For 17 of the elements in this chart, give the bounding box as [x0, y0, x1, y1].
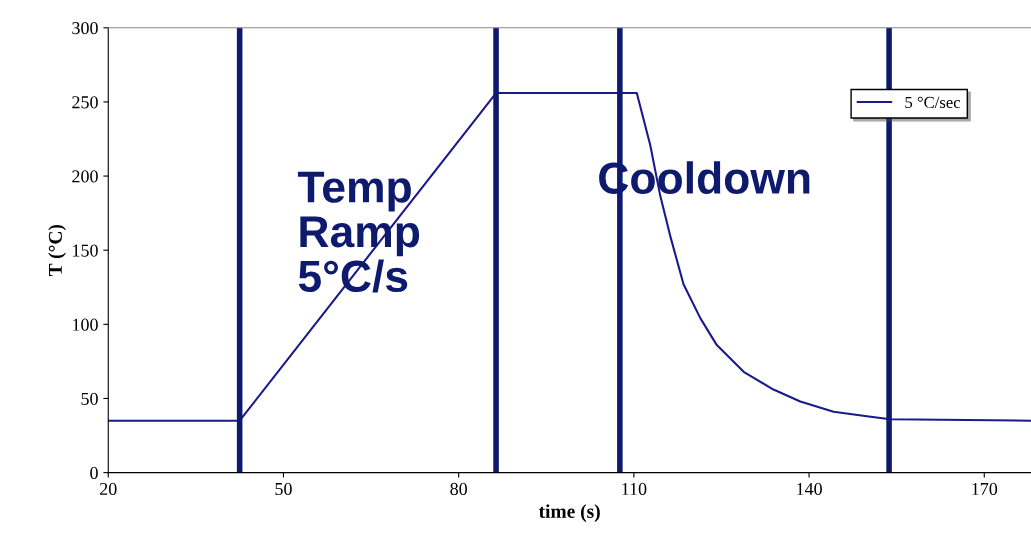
x-tick-label: 110	[622, 482, 647, 496]
y-tick-label: 150	[73, 244, 98, 257]
y-tick-label: 250	[72, 96, 98, 109]
x-tick-label: 80	[450, 482, 467, 496]
x-tick-label: 50	[275, 482, 292, 496]
y-tick-label: 300	[72, 22, 98, 35]
x-tick-label: 140	[797, 482, 822, 496]
y-tick-label: 100	[73, 318, 98, 331]
x-tick-label: 20	[100, 482, 117, 496]
line-series	[108, 92, 1031, 422]
x-axis-title: time (s)	[538, 504, 600, 522]
y-tick-label: 200	[72, 170, 98, 183]
y-tick-label: 0	[90, 466, 98, 480]
legend-label: 5 °C/sec	[905, 96, 961, 109]
y-axis-title: T (°C)	[48, 224, 66, 277]
x-tick-label: 170	[972, 482, 998, 496]
y-tick-label: 50	[81, 392, 98, 405]
